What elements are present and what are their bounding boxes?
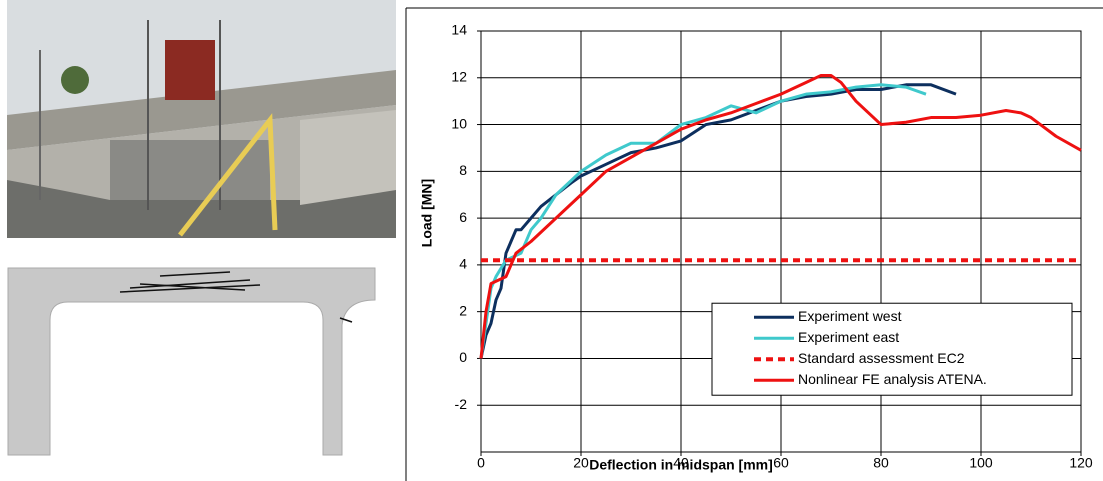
- x-tick-label: 120: [1069, 455, 1093, 471]
- chart: -2 0 2 4 6 8 10 12 14 0 20 40 60 80 100 120 Experiment w…: [451, 22, 1092, 471]
- y-tick-label: 2: [459, 302, 467, 318]
- legend-label: Nonlinear FE analysis ATENA.: [798, 371, 987, 387]
- y-tick-label: 14: [451, 22, 467, 38]
- legend-label: Experiment west: [798, 308, 902, 324]
- x-tick-label: 60: [773, 455, 789, 471]
- legend-label: Standard assessment EC2: [798, 350, 965, 366]
- series-line: [479, 73, 1082, 359]
- y-tick-label: -2: [455, 396, 468, 412]
- y-tick-label: 10: [451, 115, 467, 131]
- x-tick-label: 80: [873, 455, 889, 471]
- series-line: [479, 83, 927, 359]
- fe-model: [7, 267, 376, 456]
- x-tick-label: 0: [477, 455, 485, 471]
- legend-label: Experiment east: [798, 329, 899, 345]
- x-tick-label: 20: [573, 455, 589, 471]
- bridge-photo: [7, 0, 396, 238]
- y-tick-label: 12: [451, 68, 467, 84]
- y-tick-label: 0: [459, 349, 467, 365]
- x-axis-label: Deflection in midspan [mm]: [589, 457, 773, 473]
- y-tick-label: 8: [459, 162, 467, 178]
- x-tick-label: 40: [673, 455, 689, 471]
- y-tick-label: 4: [459, 256, 467, 272]
- y-axis-label: Load [MN]: [419, 179, 435, 247]
- plot-area: [480, 30, 1082, 453]
- x-tick-label: 100: [969, 455, 993, 471]
- y-tick-label: 6: [459, 209, 467, 225]
